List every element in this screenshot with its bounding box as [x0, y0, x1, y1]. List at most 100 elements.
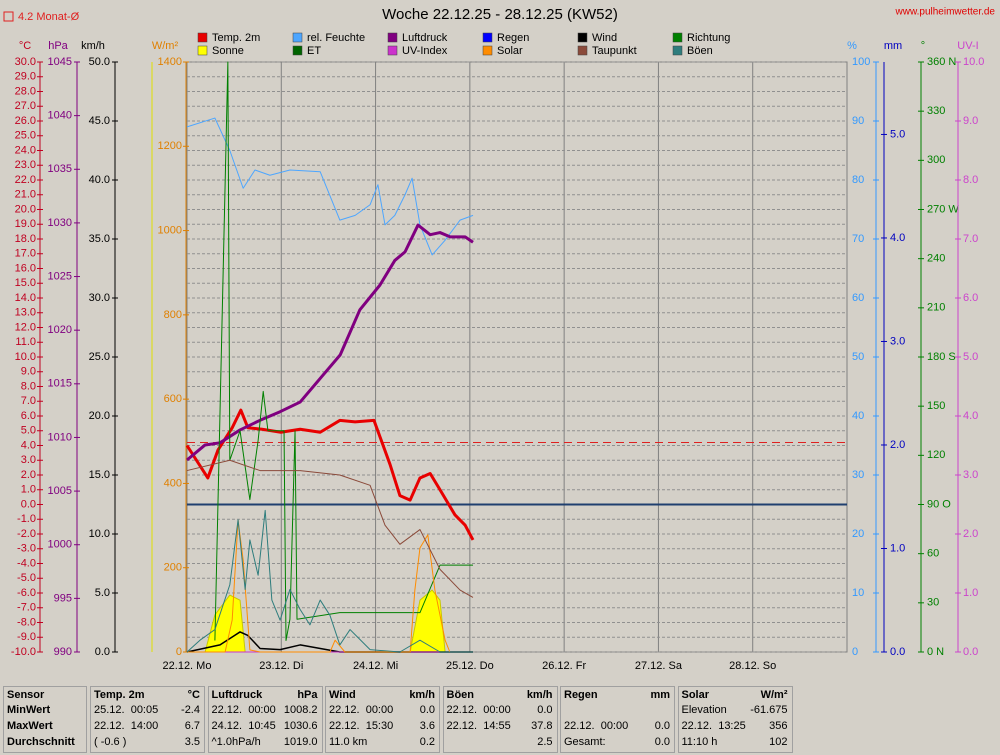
legend-label: ET [307, 45, 321, 57]
row-value: 6.7 [184, 720, 200, 732]
row-detail: 24.12. 10:45 [211, 720, 276, 732]
y-tick-label: 1.0 [890, 542, 905, 554]
axis-unit: °C [19, 40, 31, 52]
y-tick-label: -4.0 [17, 557, 36, 569]
group-title: Wind [329, 689, 356, 701]
y-tick-label: 1015 [48, 378, 72, 390]
y-tick-label: 4.0 [21, 439, 36, 451]
y-tick-label: 1200 [158, 140, 182, 152]
y-tick-label: 300 [927, 154, 945, 166]
y-tick-label: 1040 [48, 110, 72, 122]
y-tick-label: 8.0 [21, 380, 36, 392]
y-tick-label: 28.0 [15, 85, 36, 97]
y-tick-label: 25.0 [15, 130, 36, 142]
row-detail: 22.12. 14:00 [94, 720, 159, 732]
legend-label: rel. Feuchte [307, 32, 365, 44]
y-tick-label: -6.0 [17, 587, 36, 599]
y-tick-label: -10.0 [11, 646, 36, 658]
y-tick-label: 8.0 [963, 174, 978, 186]
row-detail: 22.12. 13:25 [681, 720, 746, 732]
y-tick-label: 1010 [48, 431, 72, 443]
row-detail: 22.12. 00:00 [329, 704, 394, 716]
y-tick-label: 60 [852, 292, 864, 304]
y-tick-label: 150 [927, 400, 945, 412]
group-title: Solar [681, 689, 710, 701]
y-tick-label: 30 [852, 469, 864, 481]
table-cell [207, 686, 323, 753]
y-tick-label: 15.0 [15, 277, 36, 289]
x-tick-label: 24.12. Mi [353, 660, 398, 672]
legend-label: Böen [687, 45, 713, 57]
y-tick-label: 270 W [927, 203, 959, 215]
y-tick-label: 0 N [927, 646, 944, 658]
axis-unit: % [847, 40, 857, 52]
y-tick-label: 0.0 [95, 646, 110, 658]
y-tick-label: -3.0 [17, 543, 36, 555]
y-tick-label: 4.0 [963, 410, 978, 422]
y-tick-label: 30 [927, 597, 939, 609]
legend-label: Regen [497, 32, 529, 44]
legend-swatch [197, 45, 208, 56]
y-tick-label: 12.0 [15, 321, 36, 333]
source: www.pulheimwetter.de [895, 7, 996, 18]
y-tick-label: 10.0 [963, 56, 984, 68]
y-tick-label: 27.0 [15, 100, 36, 112]
y-tick-label: 120 [927, 449, 945, 461]
y-tick-label: 0.0 [21, 498, 36, 510]
legend-swatch [577, 45, 588, 56]
table-cell [677, 686, 793, 753]
row-value: 102 [769, 736, 788, 748]
legend-label: Sonne [212, 45, 244, 57]
row-detail: 11.0 km [329, 736, 368, 748]
y-tick-label: 80 [852, 174, 864, 186]
row-label: MaxWert [7, 720, 53, 732]
y-tick-label: 90 O [927, 498, 951, 510]
row-value: 0.0 [654, 720, 670, 732]
y-tick-label: 2.0 [963, 528, 978, 540]
y-tick-label: 40 [852, 410, 864, 422]
y-tick-label: 11.0 [15, 336, 36, 348]
y-tick-label: 6.0 [963, 292, 978, 304]
row-value: 0.0 [537, 704, 553, 716]
group-title: Böen [446, 689, 475, 701]
row-value: 37.8 [531, 720, 553, 732]
y-tick-label: 50 [852, 351, 864, 363]
row-detail: ( -0.6 ) [94, 736, 127, 748]
x-tick-label: 27.12. Sa [635, 660, 683, 672]
table-cell [90, 686, 205, 753]
y-tick-label: 1020 [48, 324, 72, 336]
table-cell [325, 686, 440, 753]
group-title: Luftdruck [211, 689, 263, 701]
y-tick-label: 10 [852, 587, 864, 599]
y-tick-label: 7.0 [963, 233, 978, 245]
y-tick-label: 45.0 [89, 115, 110, 127]
y-tick-label: 210 [927, 302, 945, 314]
y-tick-label: 18.0 [15, 233, 36, 245]
group-unit: °C [187, 689, 200, 701]
row-detail: Gesamt: [564, 736, 606, 748]
axis-unit: mm [884, 40, 902, 52]
row-label: MinWert [7, 704, 51, 716]
x-tick-label: 25.12. Do [446, 660, 494, 672]
legend-swatch [387, 45, 398, 56]
y-tick-label: 40.0 [89, 174, 110, 186]
y-tick-label: 100 [852, 56, 870, 68]
legend-label: Temp. 2m [212, 32, 260, 44]
table-cell [442, 686, 558, 753]
line [185, 408, 475, 541]
y-tick-label: 400 [164, 477, 182, 489]
y-tick-label: 9.0 [21, 366, 36, 378]
y-tick-label: 19.0 [15, 218, 36, 230]
row-value: 356 [769, 720, 788, 732]
line [186, 459, 474, 598]
row-label: Durchschnitt [7, 736, 75, 748]
y-tick-label: 13.0 [15, 307, 36, 319]
y-tick-label: 1.0 [21, 484, 36, 496]
y-tick-label: 10.0 [89, 528, 110, 540]
y-tick-label: 23.0 [15, 159, 36, 171]
y-tick-label: 3.0 [21, 454, 36, 466]
y-tick-label: 240 [927, 253, 945, 265]
legend-swatch [672, 45, 683, 56]
axis-unit: ° [921, 40, 925, 52]
y-tick-label: 1035 [48, 163, 72, 175]
